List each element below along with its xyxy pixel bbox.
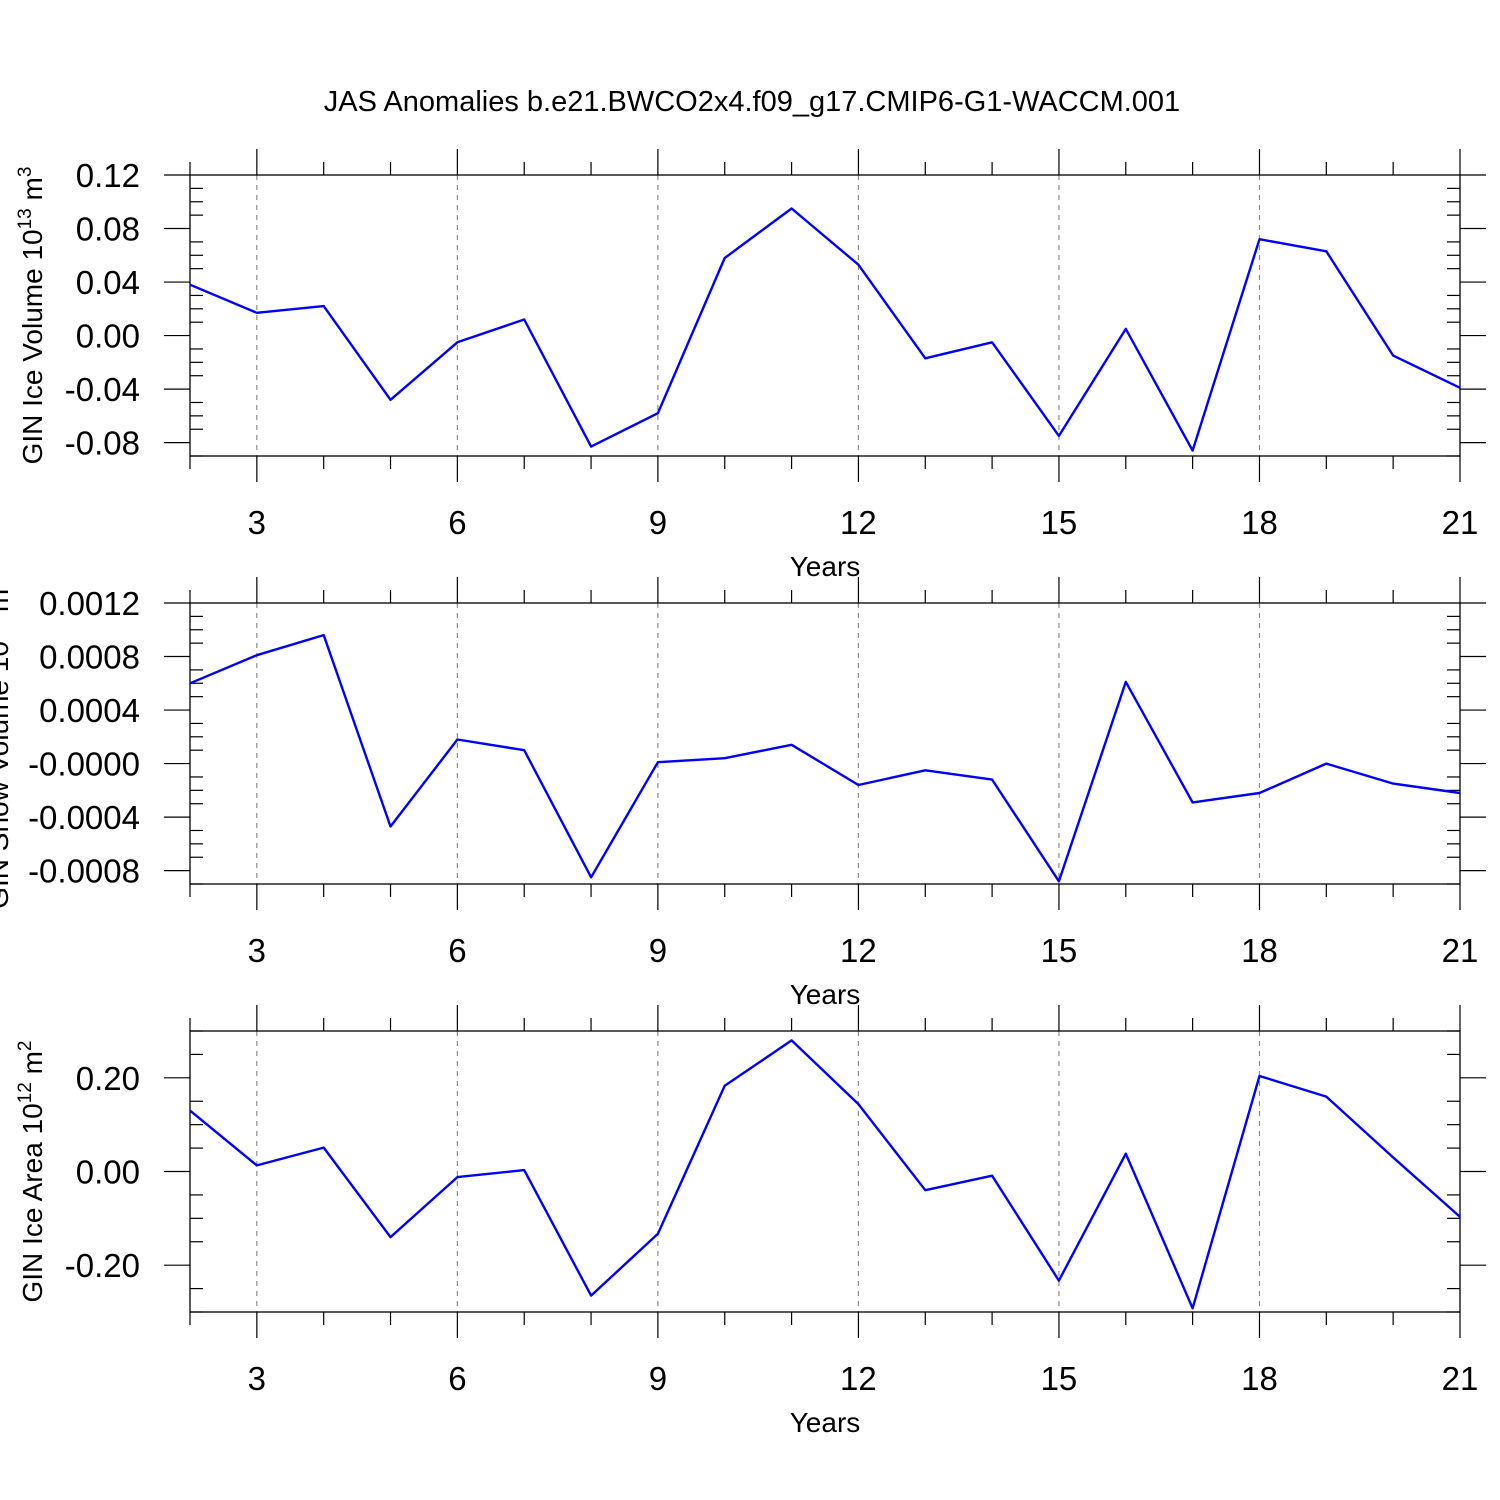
x-axis-label: Years (790, 1407, 861, 1438)
x-tick-label: 12 (840, 504, 877, 541)
x-tick-label: 9 (649, 932, 667, 969)
y-tick-label: 0.00 (76, 1154, 140, 1191)
x-tick-label: 3 (248, 932, 266, 969)
x-tick-label: 15 (1041, 932, 1078, 969)
y-axis-label-unit: m (17, 1051, 48, 1082)
x-tick-label: 21 (1442, 504, 1479, 541)
y-tick-label: -0.08 (65, 425, 140, 462)
y-tick-label: 0.0012 (39, 585, 140, 622)
y-axis-label-unit: m (0, 589, 14, 620)
x-axis-label: Years (790, 551, 861, 582)
figure-title: JAS Anomalies b.e21.BWCO2x4.f09_g17.CMIP… (324, 86, 1180, 118)
panels: 0.12 0.08 0.04 0.00 -0.04 -0.08 3 6 9 12 15 18 21 Yea… (0, 149, 1486, 1438)
x-axis-label: Years (790, 979, 861, 1010)
x-tick-label: 12 (840, 1360, 877, 1397)
x-tick-label: 6 (448, 504, 466, 541)
x-tick-label: 15 (1041, 1360, 1078, 1397)
x-tick-label: 12 (840, 932, 877, 969)
y-tick-label: 0.00 (76, 318, 140, 355)
x-tick-label: 18 (1241, 932, 1278, 969)
series-line (189, 633, 1461, 883)
y-axis-label-unit-exponent: 3 (15, 167, 36, 178)
y-axis-label-exponent: 13 (0, 620, 2, 641)
y-axis-label-unit-exponent: 2 (15, 1040, 36, 1051)
series-line (189, 207, 1461, 452)
y-axis-label-unit: m (17, 177, 48, 208)
y-axis-label: GIN Snow Volume 1013 m3 (0, 578, 14, 909)
y-tick-label: 0.12 (76, 157, 140, 194)
y-tick-label: 0.08 (76, 211, 140, 248)
panel-2: 0.0012 0.0008 0.0004 -0.0000 -0.0004 -0.0008 3… (0, 577, 1486, 1010)
panel-3: 0.20 0.00 -0.20 3 6 9 12 15 18 21 Years GIN Ice Are… (15, 1005, 1486, 1438)
x-tick-label: 18 (1241, 504, 1278, 541)
y-tick-label: 0.0004 (39, 692, 140, 729)
y-axis-label: GIN Ice Volume 1013 m3 (15, 167, 48, 465)
y-tick-label: -0.04 (65, 371, 140, 408)
x-tick-label: 6 (448, 1360, 466, 1397)
x-tick-label: 9 (649, 1360, 667, 1397)
y-axis-label: GIN Ice Area 1012 m2 (15, 1040, 48, 1302)
y-tick-label: -0.0000 (28, 746, 140, 783)
y-tick-label: -0.0008 (28, 853, 140, 890)
y-tick-label: 0.04 (76, 264, 140, 301)
y-tick-label: 0.0008 (39, 639, 140, 676)
panel-1: 0.12 0.08 0.04 0.00 -0.04 -0.08 3 6 9 12 15 18 21 Yea… (15, 149, 1486, 582)
x-tick-label: 6 (448, 932, 466, 969)
y-tick-label: -0.0004 (28, 799, 140, 836)
x-tick-label: 18 (1241, 1360, 1278, 1397)
y-axis-label-exponent: 12 (15, 1082, 36, 1103)
series-line (189, 1039, 1461, 1310)
x-tick-label: 21 (1442, 1360, 1479, 1397)
y-axis-label-unit-exponent: 3 (0, 578, 2, 589)
x-tick-label: 9 (649, 504, 667, 541)
y-tick-label: -0.20 (65, 1247, 140, 1284)
x-tick-label: 15 (1041, 504, 1078, 541)
y-axis-label-text: GIN Ice Area 10 (17, 1103, 48, 1302)
plot-frame (189, 174, 1461, 457)
plot-frame (189, 602, 1461, 885)
y-axis-label-exponent: 13 (15, 208, 36, 229)
y-axis-label-text: GIN Ice Volume 10 (17, 229, 48, 464)
x-tick-label: 21 (1442, 932, 1479, 969)
y-axis-label-text: GIN Snow Volume 10 (0, 641, 14, 909)
x-tick-label: 3 (248, 1360, 266, 1397)
y-tick-label: 0.20 (76, 1060, 140, 1097)
x-tick-label: 3 (248, 504, 266, 541)
